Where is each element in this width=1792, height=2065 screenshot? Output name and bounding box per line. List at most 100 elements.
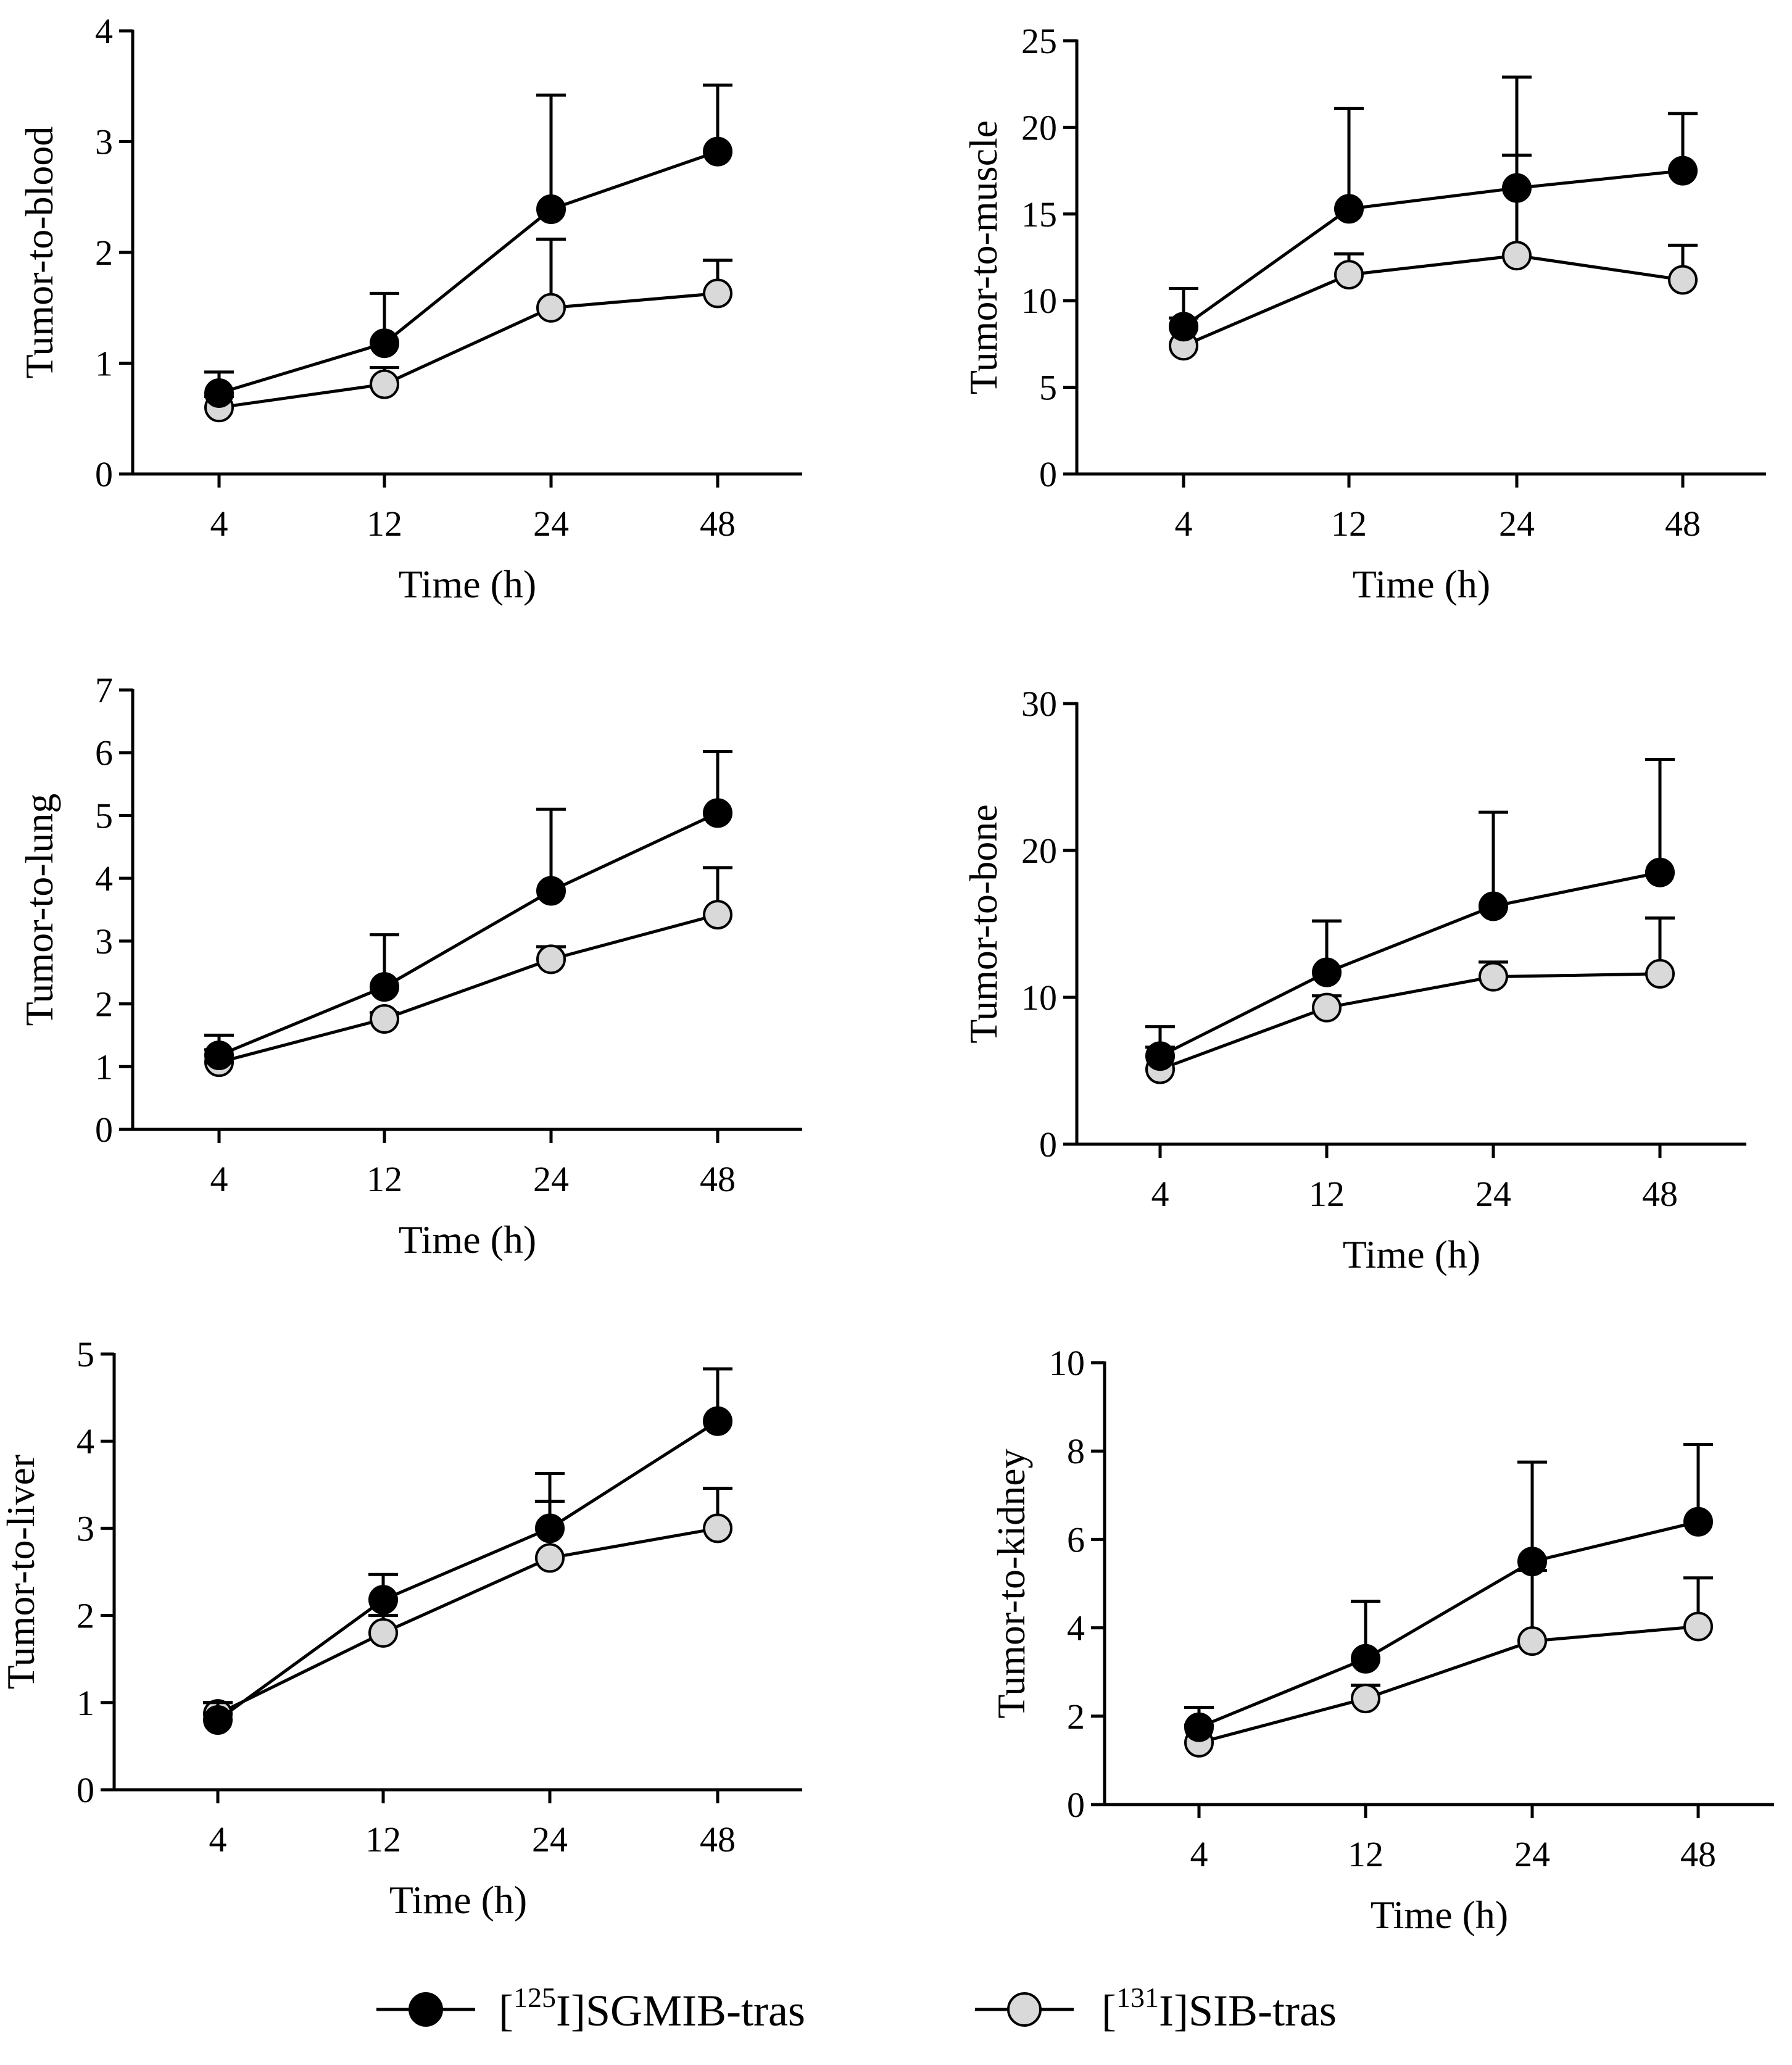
data-point: [1668, 156, 1698, 186]
data-point: [1334, 194, 1364, 224]
data-point: [1683, 1611, 1713, 1642]
data-point: [1645, 958, 1675, 989]
data-point: [535, 1513, 565, 1544]
y-tick-label: 0: [1039, 1124, 1057, 1165]
data-point: [1517, 1547, 1547, 1577]
y-tick-label: 10: [1021, 978, 1057, 1018]
y-tick-label: 5: [95, 796, 113, 836]
x-axis-title: Time (h): [1371, 1893, 1508, 1937]
x-tick-label: 48: [1642, 1174, 1678, 1214]
legend-label-125: [125I]SGMIB-tras: [499, 1982, 805, 2035]
x-tick-label: 48: [1680, 1834, 1716, 1874]
x-tick-label: 12: [1331, 504, 1367, 544]
y-tick-label: 6: [95, 733, 113, 773]
data-point: [1184, 1712, 1214, 1742]
data-point: [536, 876, 566, 906]
x-axis-title: Time (h): [389, 1878, 527, 1922]
data-point: [536, 944, 566, 974]
series-131I-SIB: [204, 866, 732, 1078]
data-point: [1169, 312, 1198, 342]
x-tick-label: 4: [209, 1819, 227, 1859]
x-axis-title: Time (h): [399, 562, 536, 606]
y-tick-label: 1: [95, 1047, 113, 1087]
series-line: [1159, 871, 1661, 1058]
y-tick-label: 0: [77, 1770, 94, 1810]
y-tick-label: 4: [95, 11, 113, 51]
y-tick-label: 2: [95, 984, 113, 1024]
x-axis-title: Time (h): [1353, 562, 1490, 606]
series-131I-SIB: [1145, 916, 1675, 1084]
x-tick-label: 12: [367, 504, 402, 544]
legend: [125I]SGMIB-tras [131I]SIB-tras: [376, 1982, 1337, 2035]
series-line: [1159, 972, 1661, 1071]
data-point: [1312, 957, 1342, 987]
series-line: [1183, 254, 1683, 347]
data-point: [1479, 891, 1508, 921]
y-tick-label: 4: [1067, 1608, 1085, 1648]
x-tick-label: 4: [1151, 1174, 1169, 1214]
legend-marker-131: [1007, 1992, 1042, 2027]
y-tick-label: 6: [1067, 1519, 1085, 1560]
series-line: [218, 291, 718, 409]
x-tick-label: 4: [210, 504, 228, 544]
series-line: [218, 812, 719, 1057]
y-tick-label: 10: [1049, 1343, 1085, 1383]
data-point: [370, 972, 399, 1002]
data-point: [703, 1406, 732, 1436]
y-axis-title: Tumor-to-kidney: [989, 1448, 1033, 1718]
x-tick-label: 48: [1665, 504, 1701, 544]
data-point: [536, 194, 566, 224]
y-axis-title: Tumor-to-liver: [0, 1455, 43, 1689]
data-point: [703, 900, 732, 930]
data-point: [703, 1513, 732, 1544]
series-125I-SGMIB: [204, 83, 732, 408]
data-point: [368, 1585, 398, 1615]
x-tick-label: 24: [1514, 1834, 1550, 1874]
data-point: [1351, 1643, 1380, 1674]
y-tick-label: 1: [95, 344, 113, 384]
chart-panel-2: 0 5 10 15 20 25 4 12 24 48 Time (h) Tumor-to-muscle: [961, 21, 1766, 606]
y-tick-label: 7: [95, 670, 113, 710]
y-tick-label: 2: [77, 1596, 94, 1636]
y-tick-label: 0: [95, 1110, 113, 1150]
y-tick-label: 20: [1021, 107, 1057, 148]
y-tick-label: 0: [1039, 454, 1057, 494]
x-tick-label: 12: [1309, 1174, 1345, 1214]
data-point: [368, 1618, 398, 1648]
y-axis-title: Tumor-to-blood: [17, 127, 61, 379]
data-point: [1502, 173, 1532, 203]
y-axis-title: Tumor-to-muscle: [961, 120, 1005, 394]
x-tick-label: 24: [1475, 1174, 1511, 1214]
x-tick-label: 4: [1175, 504, 1193, 544]
x-tick-label: 24: [532, 1819, 568, 1859]
y-tick-label: 5: [77, 1334, 94, 1374]
x-tick-label: 4: [210, 1159, 228, 1199]
y-tick-label: 3: [77, 1508, 94, 1548]
data-point: [1145, 1041, 1175, 1071]
y-tick-label: 8: [1067, 1431, 1085, 1471]
series-line: [1198, 1624, 1699, 1745]
x-tick-label: 12: [1348, 1834, 1383, 1874]
y-tick-label: 10: [1021, 281, 1057, 321]
y-tick-label: 3: [95, 921, 113, 962]
y-tick-label: 25: [1021, 21, 1057, 61]
data-point: [370, 369, 399, 399]
series-line: [217, 1419, 719, 1722]
x-tick-label: 24: [533, 504, 569, 544]
x-tick-label: 48: [700, 1819, 736, 1859]
data-point: [1502, 241, 1532, 271]
data-point: [1351, 1684, 1380, 1714]
series-125I-SGMIB: [1169, 75, 1698, 342]
x-tick-label: 4: [1190, 1834, 1208, 1874]
data-point: [1517, 1626, 1547, 1656]
x-tick-label: 12: [365, 1819, 401, 1859]
x-axis-title: Time (h): [399, 1218, 536, 1261]
series-125I-SGMIB: [1184, 1442, 1713, 1742]
data-point: [1645, 857, 1675, 887]
y-tick-label: 0: [95, 454, 113, 494]
x-tick-label: 24: [1499, 504, 1535, 544]
